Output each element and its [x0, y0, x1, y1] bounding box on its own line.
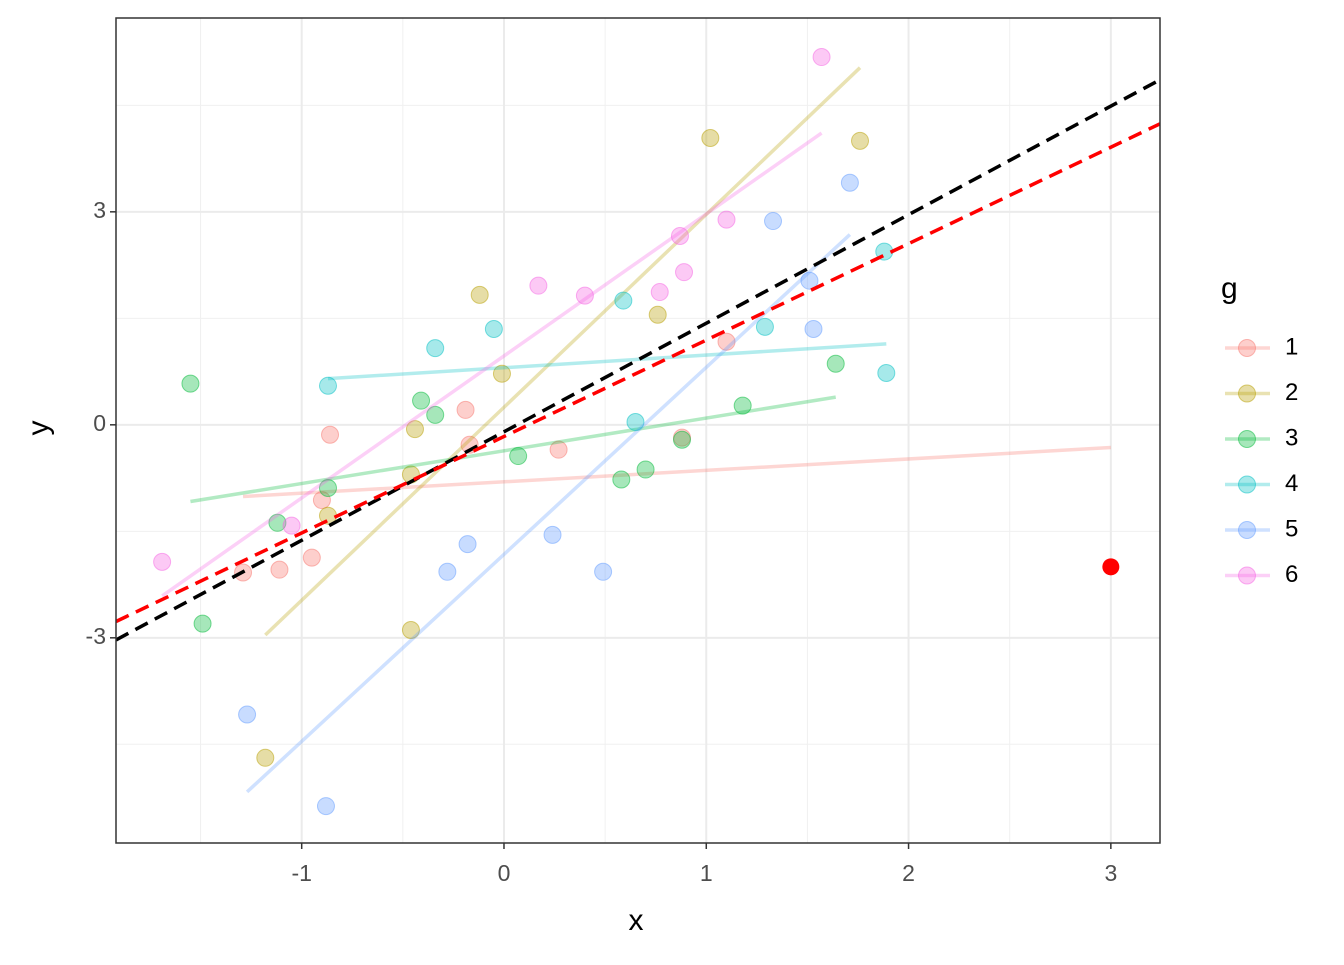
point: [755, 317, 774, 336]
x-tick-label: 0: [498, 860, 511, 886]
legend-title: g: [1221, 272, 1238, 305]
x-axis-label: x: [629, 904, 644, 937]
point: [193, 614, 212, 633]
point: [426, 339, 445, 358]
y-axis-label: y: [22, 421, 55, 436]
reference-line: [116, 122, 1160, 624]
point: [529, 276, 548, 295]
fit-line: [245, 233, 852, 794]
point: [594, 562, 613, 581]
panel-border: [115, 17, 1161, 844]
point: [543, 525, 562, 544]
legend-key-point: [1238, 566, 1256, 585]
point: [458, 535, 477, 554]
point: [401, 621, 420, 640]
legend-key-bg: [1222, 327, 1274, 369]
point: [268, 513, 287, 532]
fit-line: [264, 66, 862, 637]
x-tick-label: -1: [291, 860, 311, 886]
point: [302, 548, 321, 567]
point: [670, 226, 689, 245]
point: [851, 131, 870, 150]
point: [764, 212, 783, 231]
point: [701, 128, 720, 147]
fit-line: [161, 131, 823, 598]
point: [877, 363, 896, 382]
point: [549, 440, 568, 459]
point: [733, 396, 752, 415]
point: [675, 263, 694, 282]
point: [405, 420, 424, 439]
point: [318, 479, 337, 498]
y-tick-label: -3: [86, 623, 106, 649]
point: [456, 400, 475, 419]
legend-label: 1: [1285, 333, 1298, 360]
legend-key-bg: [1222, 418, 1274, 460]
x-tick-label: 2: [902, 860, 915, 886]
point: [438, 562, 457, 581]
point: [612, 470, 631, 489]
point: [238, 705, 257, 724]
legend-key-point: [1238, 339, 1256, 357]
y-tick-label: 3: [93, 197, 106, 223]
point: [484, 319, 503, 338]
point: [800, 271, 819, 290]
point: [316, 797, 335, 816]
fit-line: [242, 445, 1111, 499]
point: [650, 283, 669, 302]
point: [153, 552, 172, 571]
point: [181, 374, 200, 393]
legend-label: 2: [1285, 379, 1298, 406]
point: [318, 376, 337, 395]
point: [614, 291, 633, 310]
point: [270, 560, 289, 579]
point: [804, 319, 823, 338]
legend-label: 6: [1285, 561, 1298, 588]
point: [575, 286, 594, 305]
point: [826, 354, 845, 373]
point: [636, 460, 655, 479]
legend-key-point: [1238, 475, 1256, 494]
legend-label: 3: [1285, 424, 1298, 451]
legend-key-bg: [1222, 554, 1274, 597]
point: [426, 405, 445, 424]
x-tick-label: 1: [700, 860, 713, 886]
point: [412, 391, 431, 410]
legend-key-bg: [1222, 372, 1274, 415]
legend-label: 4: [1285, 470, 1298, 497]
point: [470, 285, 489, 304]
point: [840, 173, 859, 192]
point: [282, 516, 301, 535]
legend-key-point: [1238, 521, 1256, 539]
plot-layer: [116, 48, 1160, 816]
point: [812, 48, 831, 67]
fit-line: [190, 395, 837, 504]
point: [626, 412, 645, 431]
point: [256, 748, 275, 767]
legend-key-point: [1238, 384, 1256, 403]
legend-key-point: [1238, 430, 1256, 448]
point: [509, 447, 528, 466]
point: [672, 430, 691, 449]
point: [717, 332, 736, 351]
legend-key-bg: [1222, 509, 1274, 551]
highlight-point: [1102, 558, 1120, 576]
point: [321, 425, 340, 444]
point: [492, 364, 511, 383]
x-tick-label: 3: [1104, 860, 1117, 886]
point: [717, 210, 736, 229]
legend-key-bg: [1222, 463, 1274, 506]
y-tick-label: 0: [93, 410, 106, 436]
fit-line: [327, 342, 887, 381]
legend-label: 5: [1285, 515, 1298, 542]
point: [648, 305, 667, 324]
